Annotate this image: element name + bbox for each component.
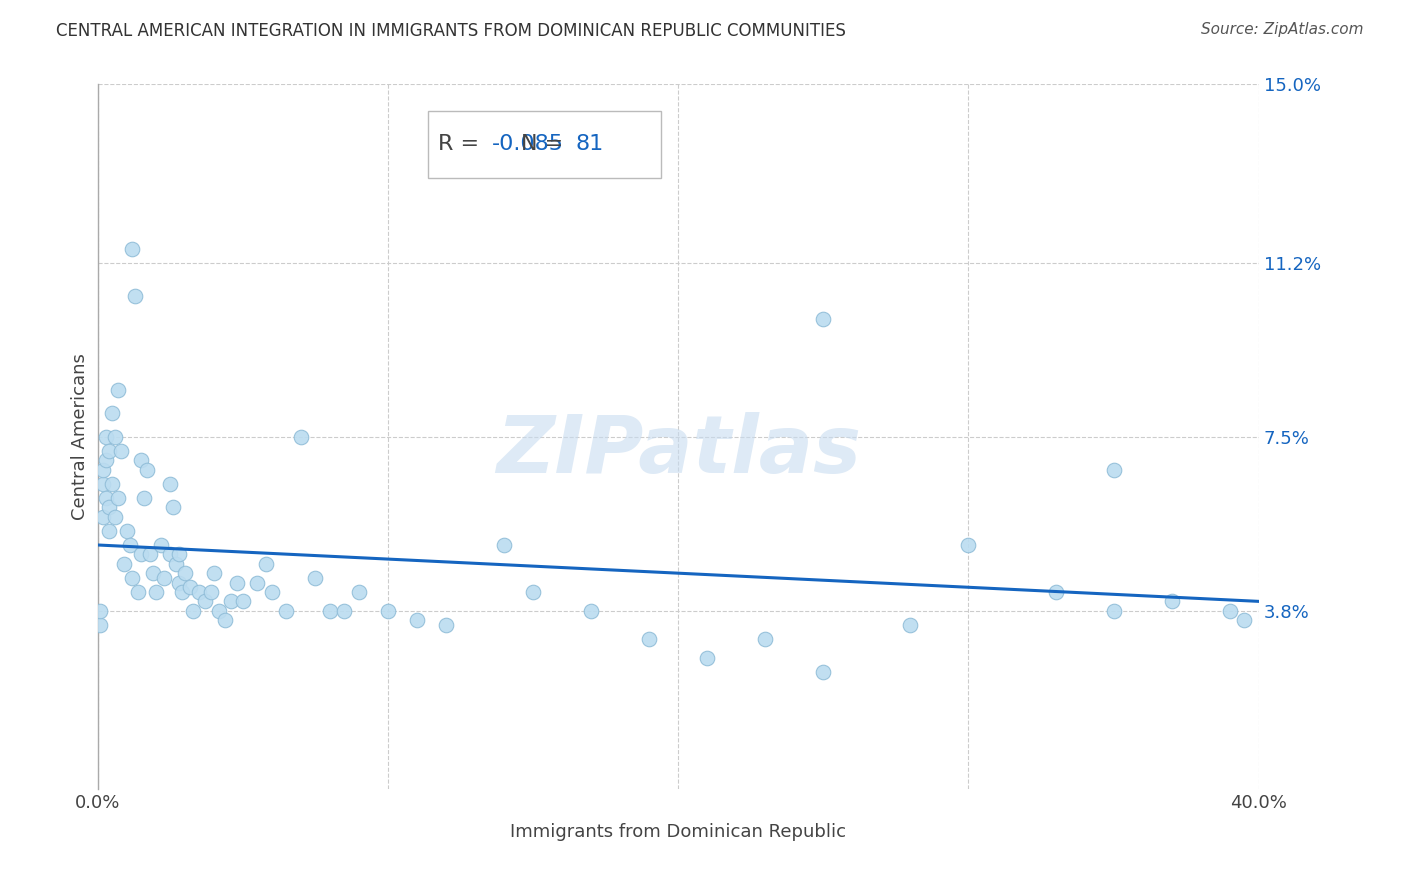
- Point: [145, 585, 167, 599]
- Point: [162, 500, 184, 515]
- Point: [579, 604, 602, 618]
- Point: [1045, 585, 1067, 599]
- Point: [333, 604, 356, 618]
- Point: [121, 571, 143, 585]
- Point: [200, 585, 222, 599]
- Point: [96, 453, 118, 467]
- Point: [225, 575, 247, 590]
- Point: [170, 585, 193, 599]
- Point: [93, 463, 115, 477]
- Point: [1102, 604, 1125, 618]
- Point: [957, 538, 980, 552]
- Point: [290, 430, 312, 444]
- Point: [167, 575, 190, 590]
- Point: [115, 524, 138, 538]
- Point: [104, 430, 127, 444]
- X-axis label: Immigrants from Dominican Republic: Immigrants from Dominican Republic: [510, 823, 846, 841]
- Point: [96, 430, 118, 444]
- Point: [492, 538, 515, 552]
- Point: [219, 594, 242, 608]
- Point: [898, 618, 921, 632]
- Point: [93, 476, 115, 491]
- Point: [159, 548, 181, 562]
- Point: [93, 509, 115, 524]
- Point: [1233, 613, 1256, 627]
- Point: [121, 242, 143, 256]
- Text: R =: R =: [439, 135, 486, 154]
- Point: [254, 557, 277, 571]
- FancyBboxPatch shape: [429, 111, 661, 178]
- Text: CENTRAL AMERICAN INTEGRATION IN IMMIGRANTS FROM DOMINICAN REPUBLIC COMMUNITIES: CENTRAL AMERICAN INTEGRATION IN IMMIGRAN…: [56, 22, 846, 40]
- Point: [112, 557, 135, 571]
- Point: [98, 524, 121, 538]
- Point: [142, 566, 165, 581]
- Point: [129, 548, 152, 562]
- Point: [167, 548, 190, 562]
- Point: [304, 571, 326, 585]
- Point: [696, 650, 718, 665]
- Point: [202, 566, 225, 581]
- Text: ZIPatlas: ZIPatlas: [496, 412, 860, 490]
- Text: -0.085: -0.085: [492, 135, 564, 154]
- Point: [118, 538, 141, 552]
- Point: [1102, 463, 1125, 477]
- Point: [104, 509, 127, 524]
- Point: [159, 476, 181, 491]
- Point: [183, 604, 205, 618]
- Point: [135, 463, 157, 477]
- Point: [132, 491, 155, 505]
- Point: [89, 604, 111, 618]
- Point: [124, 289, 146, 303]
- Point: [1160, 594, 1182, 608]
- Point: [165, 557, 187, 571]
- Point: [188, 585, 211, 599]
- Point: [179, 580, 201, 594]
- Point: [232, 594, 254, 608]
- Point: [638, 632, 661, 646]
- Point: [107, 491, 129, 505]
- Point: [110, 444, 132, 458]
- Point: [434, 618, 457, 632]
- Point: [813, 665, 835, 679]
- Point: [377, 604, 399, 618]
- Point: [1219, 604, 1241, 618]
- Point: [153, 571, 176, 585]
- Point: [98, 444, 121, 458]
- Point: [127, 585, 149, 599]
- Point: [89, 618, 111, 632]
- Point: [173, 566, 195, 581]
- Point: [139, 548, 162, 562]
- Point: [101, 406, 124, 420]
- Point: [129, 453, 152, 467]
- Point: [194, 594, 217, 608]
- Point: [96, 491, 118, 505]
- Point: [208, 604, 231, 618]
- Point: [319, 604, 342, 618]
- Point: [101, 476, 124, 491]
- Point: [406, 613, 429, 627]
- Point: [260, 585, 283, 599]
- Text: Source: ZipAtlas.com: Source: ZipAtlas.com: [1201, 22, 1364, 37]
- Point: [276, 604, 298, 618]
- Y-axis label: Central Americans: Central Americans: [72, 353, 89, 520]
- Point: [813, 312, 835, 326]
- Point: [98, 500, 121, 515]
- Text: N =: N =: [520, 135, 571, 154]
- Point: [150, 538, 173, 552]
- Point: [214, 613, 236, 627]
- Text: 81: 81: [576, 135, 605, 154]
- Point: [107, 383, 129, 397]
- Point: [246, 575, 269, 590]
- Point: [347, 585, 370, 599]
- Point: [754, 632, 776, 646]
- Point: [522, 585, 544, 599]
